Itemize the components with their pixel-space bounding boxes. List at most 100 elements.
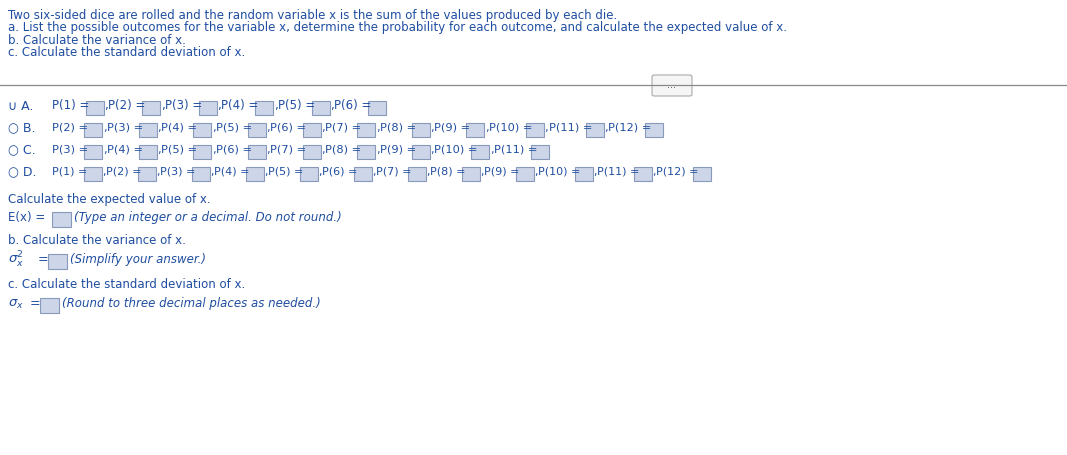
FancyBboxPatch shape (39, 298, 59, 313)
Text: (Simplify your answer.): (Simplify your answer.) (70, 253, 206, 267)
FancyBboxPatch shape (84, 145, 102, 159)
Text: ,: , (484, 123, 489, 133)
Text: P(6) =: P(6) = (216, 145, 252, 155)
FancyBboxPatch shape (245, 167, 264, 181)
Text: P(11) =: P(11) = (598, 167, 639, 177)
FancyBboxPatch shape (531, 145, 550, 159)
FancyBboxPatch shape (408, 167, 426, 181)
Text: ,: , (321, 123, 324, 133)
FancyBboxPatch shape (574, 167, 592, 181)
Text: ,: , (157, 145, 161, 155)
Text: P(8) =: P(8) = (380, 123, 416, 133)
FancyBboxPatch shape (652, 75, 692, 96)
Text: ...: ... (668, 81, 676, 91)
Text: ,: , (430, 145, 434, 155)
Text: ,: , (267, 123, 270, 133)
FancyBboxPatch shape (303, 123, 320, 137)
FancyBboxPatch shape (193, 123, 211, 137)
Text: P(1) =: P(1) = (52, 100, 90, 112)
FancyBboxPatch shape (138, 167, 156, 181)
Text: ,: , (376, 123, 379, 133)
Text: ○ D.: ○ D. (7, 166, 36, 178)
Text: ,: , (102, 167, 106, 177)
FancyBboxPatch shape (515, 167, 534, 181)
FancyBboxPatch shape (248, 145, 266, 159)
Text: c. Calculate the standard deviation of x.: c. Calculate the standard deviation of x… (7, 278, 245, 290)
Text: E(x) =: E(x) = (7, 212, 45, 224)
Text: ○ B.: ○ B. (7, 121, 35, 135)
Text: ,: , (330, 100, 334, 112)
FancyBboxPatch shape (472, 145, 490, 159)
Text: P(12) =: P(12) = (656, 167, 699, 177)
Text: ,: , (430, 123, 434, 133)
Text: P(3) =: P(3) = (107, 123, 143, 133)
Text: P(12) =: P(12) = (608, 123, 652, 133)
Text: ,: , (218, 100, 221, 112)
Text: ∪ A.: ∪ A. (7, 100, 33, 112)
Text: c. Calculate the standard deviation of x.: c. Calculate the standard deviation of x… (7, 46, 245, 59)
Text: ,: , (534, 167, 538, 177)
Text: P(3) =: P(3) = (52, 145, 89, 155)
Text: ,: , (267, 145, 270, 155)
Text: P(3) =: P(3) = (164, 100, 202, 112)
Text: ,: , (372, 167, 376, 177)
Text: ,: , (593, 167, 596, 177)
FancyBboxPatch shape (312, 101, 330, 115)
FancyBboxPatch shape (353, 167, 371, 181)
Text: P(9) =: P(9) = (434, 123, 471, 133)
FancyBboxPatch shape (692, 167, 711, 181)
Text: ,: , (318, 167, 321, 177)
FancyBboxPatch shape (466, 123, 484, 137)
Text: P(4) =: P(4) = (214, 167, 250, 177)
Text: P(6) =: P(6) = (334, 100, 371, 112)
Text: P(4) =: P(4) = (107, 145, 143, 155)
FancyBboxPatch shape (586, 123, 604, 137)
FancyBboxPatch shape (300, 167, 318, 181)
FancyBboxPatch shape (198, 101, 217, 115)
Text: ,: , (480, 167, 483, 177)
Text: P(3) =: P(3) = (160, 167, 195, 177)
Text: P(7) =: P(7) = (270, 145, 306, 155)
Text: ,: , (157, 123, 161, 133)
Text: P(2) =: P(2) = (109, 100, 146, 112)
Text: ,: , (212, 123, 216, 133)
Text: ,: , (426, 167, 430, 177)
FancyBboxPatch shape (142, 101, 160, 115)
Text: Calculate the expected value of x.: Calculate the expected value of x. (7, 193, 210, 207)
Text: (Round to three decimal places as needed.): (Round to three decimal places as needed… (62, 298, 321, 310)
Text: P(11) =: P(11) = (494, 145, 538, 155)
Text: P(7) =: P(7) = (376, 167, 412, 177)
FancyBboxPatch shape (48, 253, 66, 268)
FancyBboxPatch shape (634, 167, 652, 181)
Text: ,: , (490, 145, 494, 155)
Text: ,: , (604, 123, 608, 133)
Text: P(10) =: P(10) = (434, 145, 478, 155)
Text: P(9) =: P(9) = (484, 167, 520, 177)
FancyBboxPatch shape (255, 101, 273, 115)
Text: P(11) =: P(11) = (548, 123, 592, 133)
Text: P(8) =: P(8) = (430, 167, 465, 177)
FancyBboxPatch shape (357, 123, 376, 137)
Text: P(1) =: P(1) = (52, 167, 87, 177)
FancyBboxPatch shape (412, 145, 430, 159)
Text: ,: , (321, 145, 324, 155)
Text: a. List the possible outcomes for the variable x, determine the probability for : a. List the possible outcomes for the va… (7, 21, 787, 35)
FancyBboxPatch shape (83, 167, 101, 181)
Text: b. Calculate the variance of x.: b. Calculate the variance of x. (7, 233, 186, 247)
FancyBboxPatch shape (412, 123, 430, 137)
Text: Two six-sided dice are rolled and the random variable x is the sum of the values: Two six-sided dice are rolled and the ra… (7, 10, 617, 22)
Text: ,: , (105, 100, 108, 112)
Text: ,: , (156, 167, 159, 177)
FancyBboxPatch shape (139, 145, 157, 159)
FancyBboxPatch shape (139, 123, 157, 137)
Text: ,: , (102, 123, 107, 133)
Text: ,: , (376, 145, 379, 155)
Text: ,: , (210, 167, 213, 177)
FancyBboxPatch shape (462, 167, 479, 181)
FancyBboxPatch shape (191, 167, 209, 181)
Text: P(10) =: P(10) = (538, 167, 580, 177)
FancyBboxPatch shape (357, 145, 376, 159)
Text: =: = (38, 253, 49, 267)
FancyBboxPatch shape (51, 212, 70, 227)
Text: ,: , (102, 145, 107, 155)
